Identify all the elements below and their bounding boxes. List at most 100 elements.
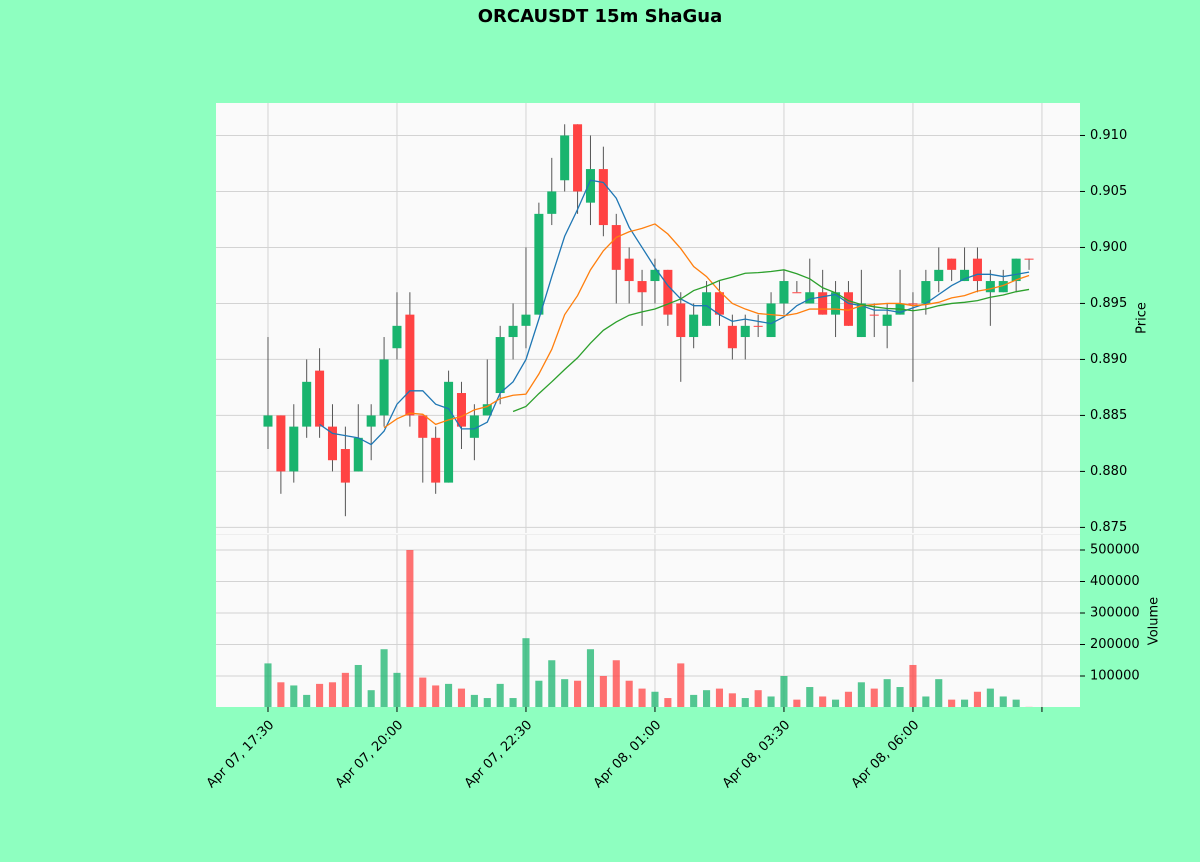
candle-body <box>869 314 879 316</box>
candle-body <box>818 292 828 315</box>
volume-bar <box>380 649 388 707</box>
candle-body <box>560 135 570 181</box>
candle-body <box>585 169 595 203</box>
volume-tick-label: 100000 <box>1090 669 1140 684</box>
moving-average-line <box>319 179 1030 446</box>
volume-bar <box>277 682 285 707</box>
candle-body <box>624 258 634 282</box>
volume-bar <box>445 683 453 707</box>
volume-bar <box>638 688 646 707</box>
candle-body <box>598 169 608 226</box>
y-tick-label: 0.895 <box>1090 296 1127 311</box>
volume-bar <box>780 676 788 707</box>
candle-body <box>1024 258 1034 260</box>
y-tick-label: 0.900 <box>1090 240 1127 255</box>
volume-bar <box>741 698 749 707</box>
volume-bar <box>728 693 736 707</box>
volume-bar <box>973 691 981 707</box>
volume-bar <box>574 680 582 707</box>
volume-bar <box>264 663 272 707</box>
volume-bar <box>961 699 969 707</box>
candle-body <box>843 292 853 326</box>
volume-bar <box>535 680 543 707</box>
candle-body <box>495 337 505 394</box>
candle-body <box>805 292 815 304</box>
candle-body <box>431 437 441 483</box>
candle-body <box>547 191 557 214</box>
y-tick-label: 0.875 <box>1090 520 1127 535</box>
y-tick-label: 0.890 <box>1090 352 1127 367</box>
volume-bar <box>625 680 633 707</box>
candle-body <box>302 381 312 427</box>
candle-body <box>534 213 544 315</box>
candle-body <box>1011 258 1021 282</box>
volume-bar <box>419 677 427 707</box>
candle-body <box>276 415 286 472</box>
volume-bar <box>651 691 659 707</box>
volume-bar <box>715 688 724 707</box>
moving-average-line <box>512 269 1030 413</box>
volume-bar <box>664 698 672 707</box>
candle-body <box>740 325 750 338</box>
candle-body <box>379 359 389 416</box>
candle-body <box>263 415 273 427</box>
volume-axis-label: Volume <box>1147 597 1162 645</box>
candle-body <box>521 314 531 326</box>
candle-body <box>353 437 363 472</box>
candle-body <box>831 292 841 315</box>
volume-bar <box>599 676 607 707</box>
candle-body <box>753 325 763 327</box>
y-tick-label: 0.880 <box>1090 464 1127 479</box>
volume-bar <box>986 688 994 707</box>
volume-bar <box>341 672 349 707</box>
volume-bar <box>548 660 556 707</box>
candle-body <box>444 381 454 483</box>
candle-body <box>998 281 1008 293</box>
x-tick-label: Apr 07, 22:30 <box>462 718 535 791</box>
volume-bar <box>316 683 324 707</box>
volume-bar <box>586 649 595 707</box>
candle-body <box>482 404 492 416</box>
chart-title: ORCAUSDT 15m ShaGua <box>478 6 723 27</box>
candle-body <box>908 303 918 305</box>
candle-body <box>792 292 802 294</box>
volume-bar <box>883 679 891 707</box>
candle-body <box>611 225 621 270</box>
candle-body <box>985 281 995 293</box>
volume-bar <box>999 696 1007 707</box>
volume-bar <box>393 672 401 707</box>
candle-body <box>727 325 737 349</box>
volume-bar <box>561 679 569 707</box>
candle-body <box>882 314 892 326</box>
volume-bar <box>522 638 530 707</box>
y-tick-label: 0.885 <box>1090 408 1127 423</box>
volume-bar <box>496 683 504 707</box>
candle-body <box>934 269 944 282</box>
volume-bar <box>819 696 827 707</box>
volume-bar <box>367 690 375 707</box>
volume-tick-label: 300000 <box>1090 605 1140 620</box>
volume-bar <box>703 690 711 707</box>
x-tick-label: Apr 07, 20:00 <box>333 718 406 791</box>
candle-body <box>315 370 325 427</box>
volume-bar <box>457 688 466 707</box>
volume-bar <box>948 699 956 707</box>
volume-tick-label: 500000 <box>1090 542 1140 557</box>
candle-body <box>779 281 789 304</box>
volume-bar <box>909 664 917 707</box>
volume-bar <box>483 698 491 707</box>
x-tick-label: Apr 07, 17:30 <box>204 718 277 791</box>
candle-body <box>663 269 673 315</box>
x-tick-label: Apr 08, 01:00 <box>591 718 664 791</box>
volume-bar <box>328 682 337 707</box>
candle-body <box>469 415 479 438</box>
volume-bar <box>793 699 801 707</box>
candle-body <box>573 124 583 192</box>
volume-bar <box>303 694 311 707</box>
candle-body <box>405 314 415 416</box>
volume-bar <box>870 688 878 707</box>
candle-body <box>947 258 957 270</box>
volume-bar <box>470 694 478 707</box>
volume-bar <box>677 663 685 707</box>
